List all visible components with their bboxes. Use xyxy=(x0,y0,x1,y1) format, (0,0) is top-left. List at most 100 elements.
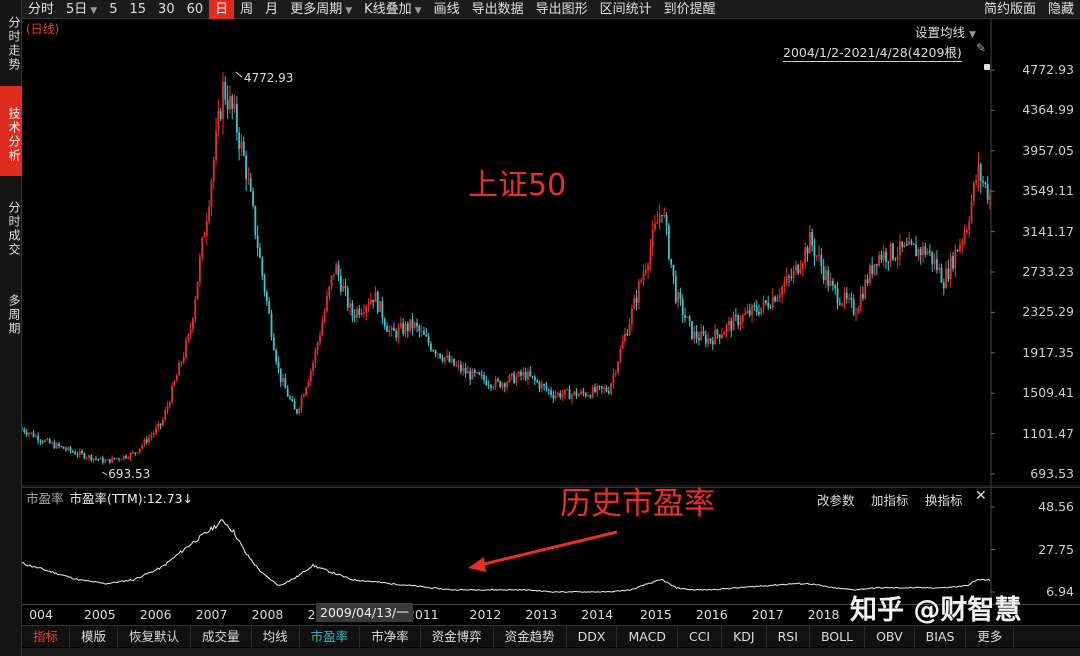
indicator-tab[interactable]: 指标 xyxy=(22,626,71,648)
indicator-tab[interactable]: 市净率 xyxy=(360,626,421,648)
rail-tab-multi-period[interactable]: 多周期 xyxy=(7,294,21,336)
x-tick-label: 2018 xyxy=(807,607,840,622)
chart-area[interactable]: 4772.93 693.53 (日线) xyxy=(22,19,1080,619)
toolbar-k-overlay[interactable]: K线叠加 ▼ xyxy=(364,1,422,17)
candle-body xyxy=(781,286,783,296)
candle-body xyxy=(326,296,328,312)
candle-body xyxy=(25,432,28,435)
toolbar-simple-layout[interactable]: 简约版面 xyxy=(983,1,1036,17)
add-indicator-button[interactable]: 加指标 xyxy=(871,493,909,508)
indicator-tab[interactable]: OBV xyxy=(865,626,915,648)
candle-body xyxy=(222,81,224,120)
candle-body xyxy=(69,447,72,451)
indicator-tab[interactable]: 成交量 xyxy=(191,626,252,648)
candle-body xyxy=(480,374,483,376)
rail-tab-trades[interactable]: 分时成交 xyxy=(7,201,21,257)
caret-down-icon: ▼ xyxy=(969,30,976,40)
candle-body xyxy=(305,387,308,395)
toolbar-5day[interactable]: 5日 ▼ xyxy=(66,1,98,17)
candle-body xyxy=(698,338,700,341)
toolbar-5min[interactable]: 5 xyxy=(109,1,118,17)
candle-body xyxy=(189,328,192,335)
candle-body xyxy=(815,255,818,257)
toolbar-range-stats[interactable]: 区间统计 xyxy=(599,1,652,17)
candle-body xyxy=(714,329,716,345)
candle-body xyxy=(771,296,774,308)
rail-tab-intraday[interactable]: 分时走势 xyxy=(7,16,21,72)
candle-body xyxy=(788,276,790,278)
candle-body xyxy=(108,459,111,463)
candle-body xyxy=(323,311,326,323)
caret-down-icon: ▼ xyxy=(345,5,353,16)
candle-body xyxy=(845,292,848,299)
candle-body xyxy=(293,401,296,410)
indicator-tab[interactable]: 市盈率 xyxy=(300,626,361,648)
indicator-tab[interactable]: 模版 xyxy=(70,626,119,648)
candle-body xyxy=(661,215,663,217)
toolbar-week[interactable]: 周 xyxy=(240,1,254,17)
candle-body xyxy=(106,459,109,461)
candle-body xyxy=(430,343,432,351)
candle-body xyxy=(631,308,633,324)
toolbar-hide[interactable]: 隐藏 xyxy=(1047,1,1074,17)
indicator-tab[interactable]: KDJ xyxy=(722,626,767,648)
indicator-tab[interactable]: RSI xyxy=(767,626,810,648)
toolbar-60min[interactable]: 60 xyxy=(186,1,204,17)
candle-body xyxy=(709,338,712,341)
indicator-tab[interactable]: 均线 xyxy=(252,626,300,648)
switch-indicator-button[interactable]: 换指标 xyxy=(925,493,963,508)
candle-body xyxy=(875,264,878,266)
toolbar-fenshi[interactable]: 分时 xyxy=(28,1,55,17)
indicator-tab[interactable]: 恢复默认 xyxy=(118,626,192,648)
rail-tab-technical[interactable]: 技术分析 xyxy=(0,86,22,176)
indicator-tab[interactable]: DDX xyxy=(567,626,618,648)
candle-body xyxy=(695,331,698,339)
candle-body xyxy=(411,319,414,328)
candle-body xyxy=(617,361,619,373)
candle-body xyxy=(857,307,860,314)
candle-body xyxy=(922,246,924,256)
candle-body xyxy=(725,324,728,333)
candle-body xyxy=(51,442,53,444)
candle-body xyxy=(473,369,476,374)
toolbar-30min[interactable]: 30 xyxy=(158,1,175,17)
candle-body xyxy=(848,297,850,299)
toolbar-price-alert[interactable]: 到价提醒 xyxy=(663,1,716,17)
toolbar-more-periods[interactable]: 更多周期 ▼ xyxy=(290,1,353,17)
indicator-tab[interactable]: 更多 xyxy=(966,626,1015,648)
candle-body xyxy=(259,248,261,258)
toolbar-15min[interactable]: 15 xyxy=(129,1,147,17)
toolbar-month[interactable]: 月 xyxy=(265,1,279,17)
pin-icon[interactable]: ✎ xyxy=(976,41,987,55)
indicator-tab[interactable]: MACD xyxy=(617,626,678,648)
indicator-header: 市盈率 市盈率(TTM):12.73↓ 改参数 加指标 换指标 ✕ xyxy=(22,487,1080,508)
toolbar-export-data[interactable]: 导出数据 xyxy=(471,1,524,17)
indicator-tabs: 指标 模版 恢复默认 成交量 均线 市盈率 市净率 资金博弈 资金趋势 DDX MACD CCI KDJ… xyxy=(22,625,1080,648)
indicator-tab[interactable]: 资金趋势 xyxy=(494,626,567,648)
candle-body xyxy=(942,282,945,289)
candle-body xyxy=(517,371,520,377)
candle-body xyxy=(233,103,236,109)
ma-settings-button[interactable]: 设置均线 ▼ xyxy=(915,25,976,40)
candle-body xyxy=(476,372,479,374)
candle-body xyxy=(268,301,271,314)
candle-body xyxy=(22,428,23,430)
candle-body xyxy=(658,215,661,223)
candle-body xyxy=(933,259,936,264)
toolbar-draw-line[interactable]: 画线 xyxy=(433,1,460,17)
candle-body xyxy=(825,270,827,281)
candle-body xyxy=(855,313,857,315)
candle-body xyxy=(369,299,372,305)
indicator-tab[interactable]: CCI xyxy=(678,626,723,648)
close-icon[interactable]: ✕ xyxy=(975,488,987,504)
toolbar-export-graph[interactable]: 导出图形 xyxy=(535,1,588,17)
candle-body xyxy=(797,264,800,274)
candle-body xyxy=(478,372,481,375)
indicator-tab[interactable]: 资金博弈 xyxy=(421,626,494,648)
edit-params-button[interactable]: 改参数 xyxy=(817,493,855,508)
toolbar-day[interactable]: 日 xyxy=(209,0,235,19)
y-tick-label: 4772.93 xyxy=(1022,62,1074,77)
indicator-tab[interactable]: BOLL xyxy=(810,626,866,648)
candle-body xyxy=(979,164,982,181)
indicator-tab[interactable]: BIAS xyxy=(915,626,967,648)
